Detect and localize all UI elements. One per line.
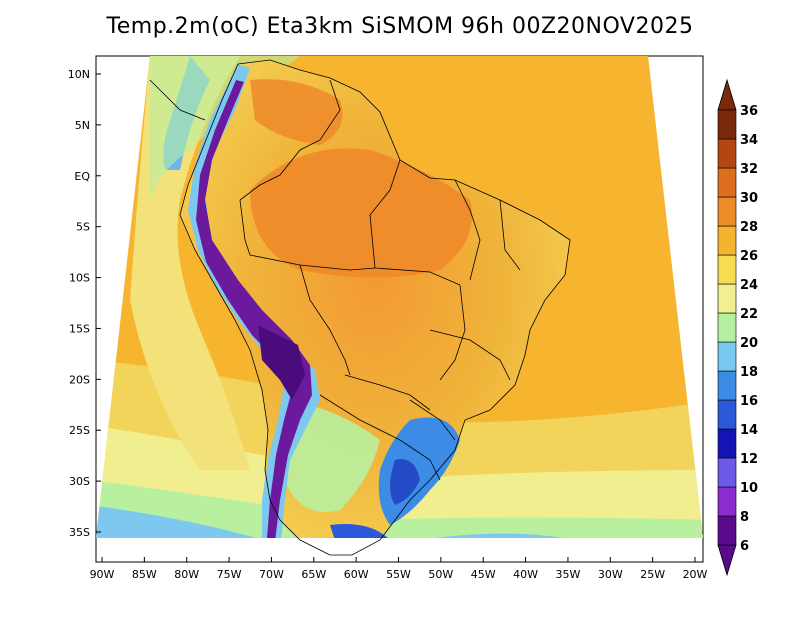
- lon-tick-label: 55W: [386, 568, 411, 581]
- colorbar-segment: [717, 283, 737, 314]
- lon-tick-label: 25W: [640, 568, 665, 581]
- colorbar-segment: [717, 341, 737, 372]
- lon-tick-label: 35W: [555, 568, 580, 581]
- andes-cold-ridge: [196, 80, 312, 538]
- guianas-border: [369, 159, 401, 269]
- colorbar-label: 36: [740, 104, 758, 119]
- colombia-venezuela-border: [239, 79, 341, 201]
- lat-tick-label: 20S: [69, 373, 90, 386]
- colorbar-segment: [717, 312, 737, 343]
- central-america-coast: [149, 79, 206, 121]
- colorbar: 6 8 10 12 14 16 18 20 22 24 26 28 30 32 34 36: [717, 78, 758, 577]
- colorbar-label: 12: [740, 452, 758, 467]
- colorbar-label: 32: [740, 162, 758, 177]
- latitude-axis: 10N 5N EQ 5S 10S 15S 20S 25S 30S 35S: [68, 68, 101, 539]
- colorbar-segment: [717, 109, 737, 140]
- peru-brazil-border: [239, 199, 376, 271]
- argentina-north-border: [319, 394, 441, 481]
- ocean-coldwater-se: [420, 533, 600, 538]
- colorbar-segment: [717, 254, 737, 285]
- lon-tick-label: 45W: [471, 568, 496, 581]
- lon-tick-label: 90W: [90, 568, 115, 581]
- colorbar-label: 16: [740, 394, 758, 409]
- lat-tick-label: 15S: [69, 322, 90, 335]
- bolivia-brazil-border: [374, 267, 466, 381]
- colorbar-label: 24: [740, 278, 758, 293]
- lon-tick-label: 75W: [217, 568, 242, 581]
- se-state-border: [429, 329, 511, 381]
- colorbar-segment: [717, 486, 737, 517]
- lon-tick-label: 30W: [598, 568, 623, 581]
- lon-tick-label: 85W: [132, 568, 157, 581]
- lon-tick-label: 70W: [259, 568, 284, 581]
- lon-tick-label: 65W: [301, 568, 326, 581]
- colorbar-segment: [717, 138, 737, 169]
- ocean-green-band: [96, 480, 703, 538]
- lat-tick-label: 35S: [69, 526, 90, 539]
- colorbar-segment: [717, 515, 737, 546]
- temperature-field: [96, 56, 703, 538]
- lon-tick-label: 80W: [174, 568, 199, 581]
- colorbar-segment: [717, 167, 737, 198]
- ocean-coldwater-sw: [96, 505, 280, 538]
- colorbar-label: 14: [740, 423, 758, 438]
- lat-tick-label: 10N: [68, 68, 90, 81]
- lon-tick-label: 40W: [513, 568, 538, 581]
- colorbar-label: 18: [740, 365, 758, 380]
- colorbar-label: 34: [740, 133, 758, 148]
- equatorial-cool-patch: [150, 56, 300, 200]
- lon-tick-label: 50W: [428, 568, 453, 581]
- colorbar-label: 30: [740, 191, 758, 206]
- bolivia-peru-border: [299, 264, 351, 376]
- lat-tick-label: 30S: [69, 475, 90, 488]
- north-hot-region: [250, 79, 343, 145]
- lat-tick-label: 5S: [76, 221, 90, 234]
- colorbar-segment: [717, 428, 737, 459]
- colorbar-label: 28: [740, 220, 758, 235]
- lat-tick-label: EQ: [74, 170, 90, 183]
- colorbar-arrow-low: [717, 544, 737, 577]
- lat-tick-label: 10S: [69, 272, 90, 285]
- colorbar-segment: [717, 370, 737, 401]
- northeast-state-border: [454, 179, 481, 281]
- lat-tick-label: 5N: [75, 119, 90, 132]
- colorbar-label: 10: [740, 481, 758, 496]
- patagonia-cold: [330, 524, 390, 538]
- altiplano-coldest: [258, 325, 305, 400]
- lat-tick-label: 25S: [69, 424, 90, 437]
- longitude-axis: 90W 85W 80W 75W 70W 65W 60W 55W 50W 45W 40W 35W 30W 2…: [90, 557, 708, 581]
- south-brazil-coldest: [390, 459, 420, 505]
- colorbar-label: 6: [740, 539, 749, 554]
- lon-tick-label: 60W: [344, 568, 369, 581]
- pampas-mild: [283, 400, 380, 512]
- colorbar-segment: [717, 196, 737, 227]
- south-state-border: [409, 399, 456, 441]
- ne-state-border-2: [499, 199, 521, 271]
- colorbar-segment: [717, 225, 737, 256]
- east-coastline: [237, 59, 571, 556]
- map-title: Temp.2m(oC) Eta3km SiSMOM 96h 00Z20NOV20…: [106, 14, 694, 39]
- colorbar-arrow-high: [717, 78, 737, 111]
- colorbar-segment: [717, 457, 737, 488]
- political-boundaries: [149, 59, 571, 556]
- lon-tick-label: 20W: [683, 568, 708, 581]
- colorbar-label: 22: [740, 307, 758, 322]
- west-coastline: [179, 63, 331, 556]
- colorbar-label: 8: [740, 510, 749, 525]
- colorbar-segment: [717, 399, 737, 430]
- colorbar-label: 20: [740, 336, 758, 351]
- colorbar-label: 26: [740, 249, 758, 264]
- amazon-hot-region: [250, 148, 472, 278]
- paraguay-border: [344, 374, 431, 411]
